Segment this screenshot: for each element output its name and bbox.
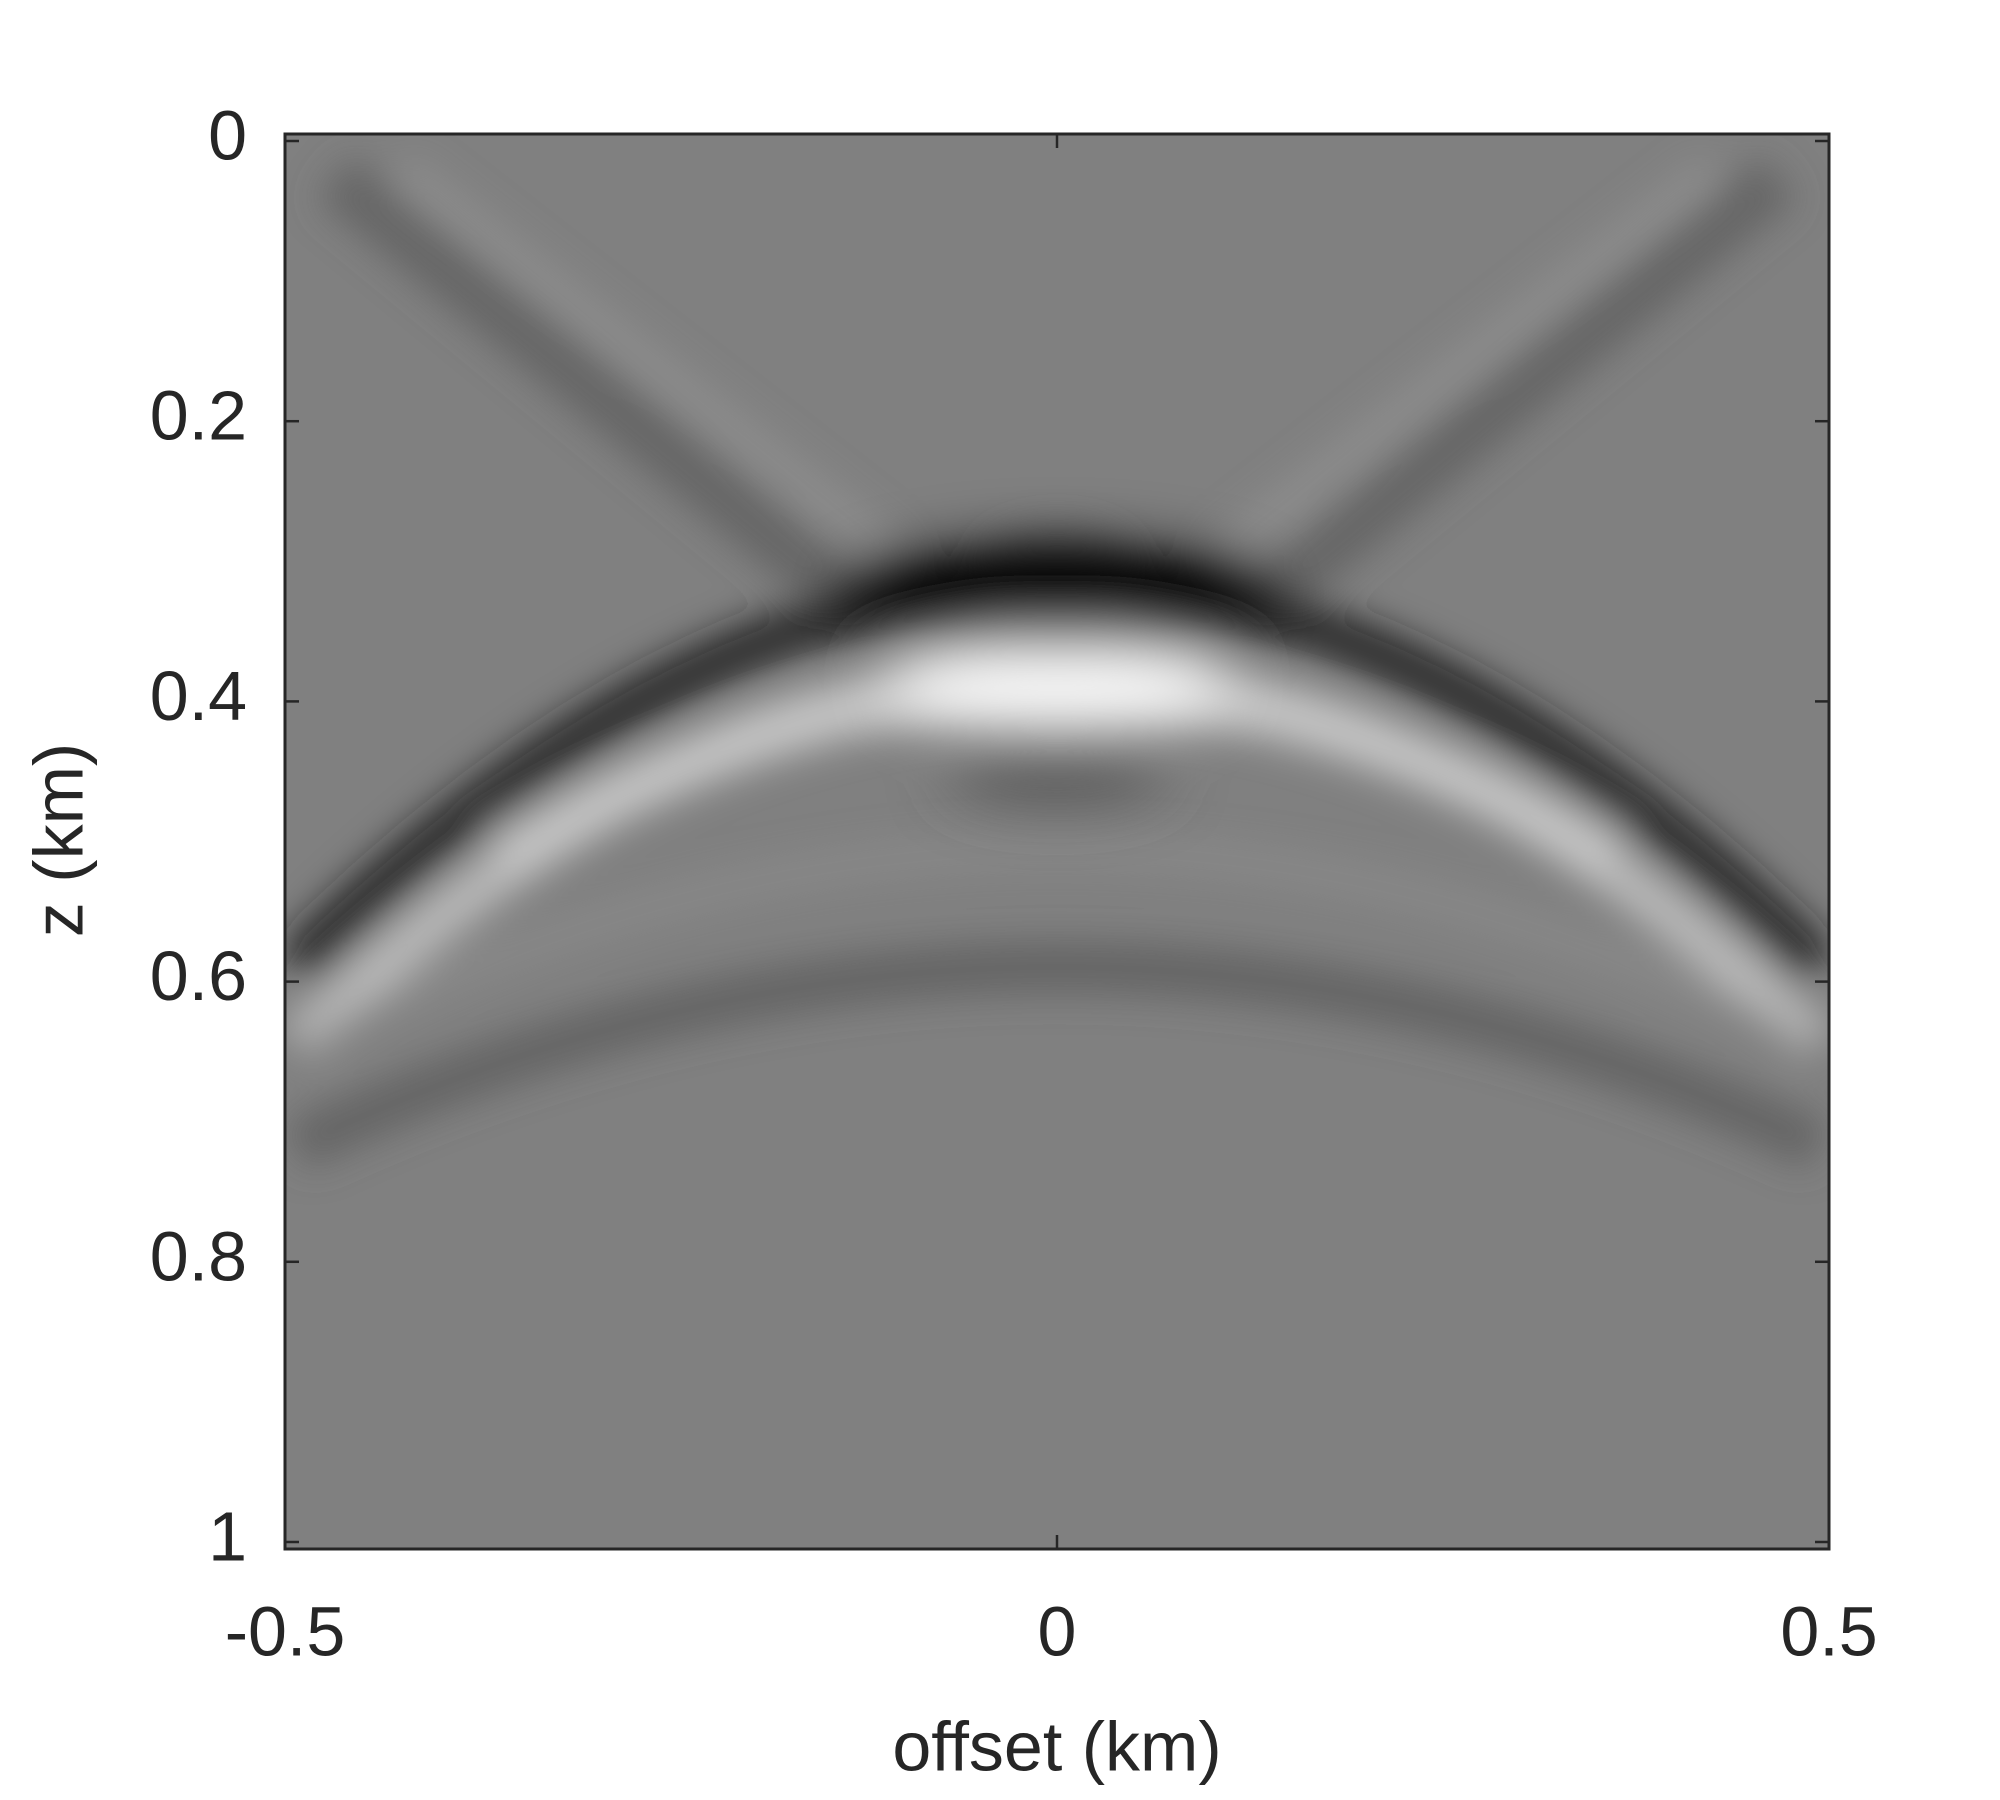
image — [285, 134, 1829, 1549]
y-axis-label: z (km) — [19, 743, 97, 937]
y-tick-label: 0 — [208, 96, 247, 174]
y-tick-label: 0.4 — [150, 657, 247, 735]
y-tick-label: 0.8 — [150, 1217, 247, 1295]
y-tick-label: 1 — [208, 1497, 247, 1575]
x-tick-label: 0.5 — [1780, 1592, 1877, 1670]
x-tick-label: -0.5 — [225, 1592, 346, 1670]
y-tick-label: 0.2 — [150, 377, 247, 455]
y-tick-label: 0.6 — [150, 937, 247, 1015]
x-tick-label: 0 — [1038, 1592, 1077, 1670]
x-axis-label: offset (km) — [892, 1707, 1221, 1785]
